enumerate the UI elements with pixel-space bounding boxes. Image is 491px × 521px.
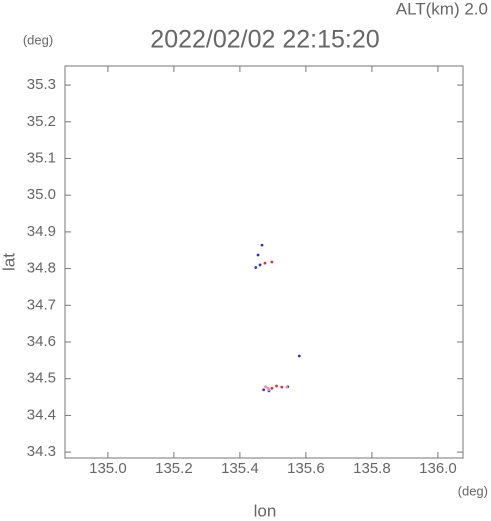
y-tick-label: 34.5: [27, 370, 56, 387]
chart-title: 2022/02/02 22:15:20: [150, 26, 379, 54]
point: [270, 260, 274, 264]
point: [264, 385, 268, 389]
y-tick-label: 34.4: [27, 406, 56, 423]
point: [263, 261, 267, 265]
y-tick-label: 35.3: [27, 76, 56, 93]
y-tick-label: 34.9: [27, 223, 56, 240]
altitude-annotation: ALT(km) 2.0: [396, 0, 488, 18]
x-axis-label: lon: [254, 501, 277, 520]
x-tick-label: 135.6: [287, 460, 325, 477]
point: [270, 386, 274, 390]
x-tick-label: 135.0: [89, 460, 127, 477]
y-tick-label: 34.8: [27, 260, 56, 277]
point: [260, 243, 264, 247]
point: [267, 388, 271, 392]
y-tick-label: 35.0: [27, 186, 56, 203]
y-axis-label: lat: [0, 253, 18, 271]
y-tick-label: 34.6: [27, 333, 56, 350]
point: [256, 253, 260, 257]
point: [297, 354, 301, 358]
x-tick-label: 135.2: [155, 460, 193, 477]
y-tick-label: 35.1: [27, 149, 56, 166]
y-tick-label: 34.3: [27, 443, 56, 460]
x-tick-label: 135.8: [353, 460, 391, 477]
x-tick-label: 135.4: [221, 460, 259, 477]
point: [258, 263, 262, 267]
point: [254, 266, 258, 269]
y-unit: (deg): [23, 32, 53, 47]
y-tick-label: 35.2: [27, 113, 56, 130]
y-tick-label: 34.7: [27, 296, 56, 313]
plot-frame: [64, 65, 464, 459]
point: [262, 388, 266, 392]
point: [285, 385, 289, 389]
point: [280, 385, 284, 389]
point: [275, 384, 278, 388]
x-unit: (deg): [458, 483, 488, 498]
x-tick-label: 136.0: [419, 460, 457, 477]
